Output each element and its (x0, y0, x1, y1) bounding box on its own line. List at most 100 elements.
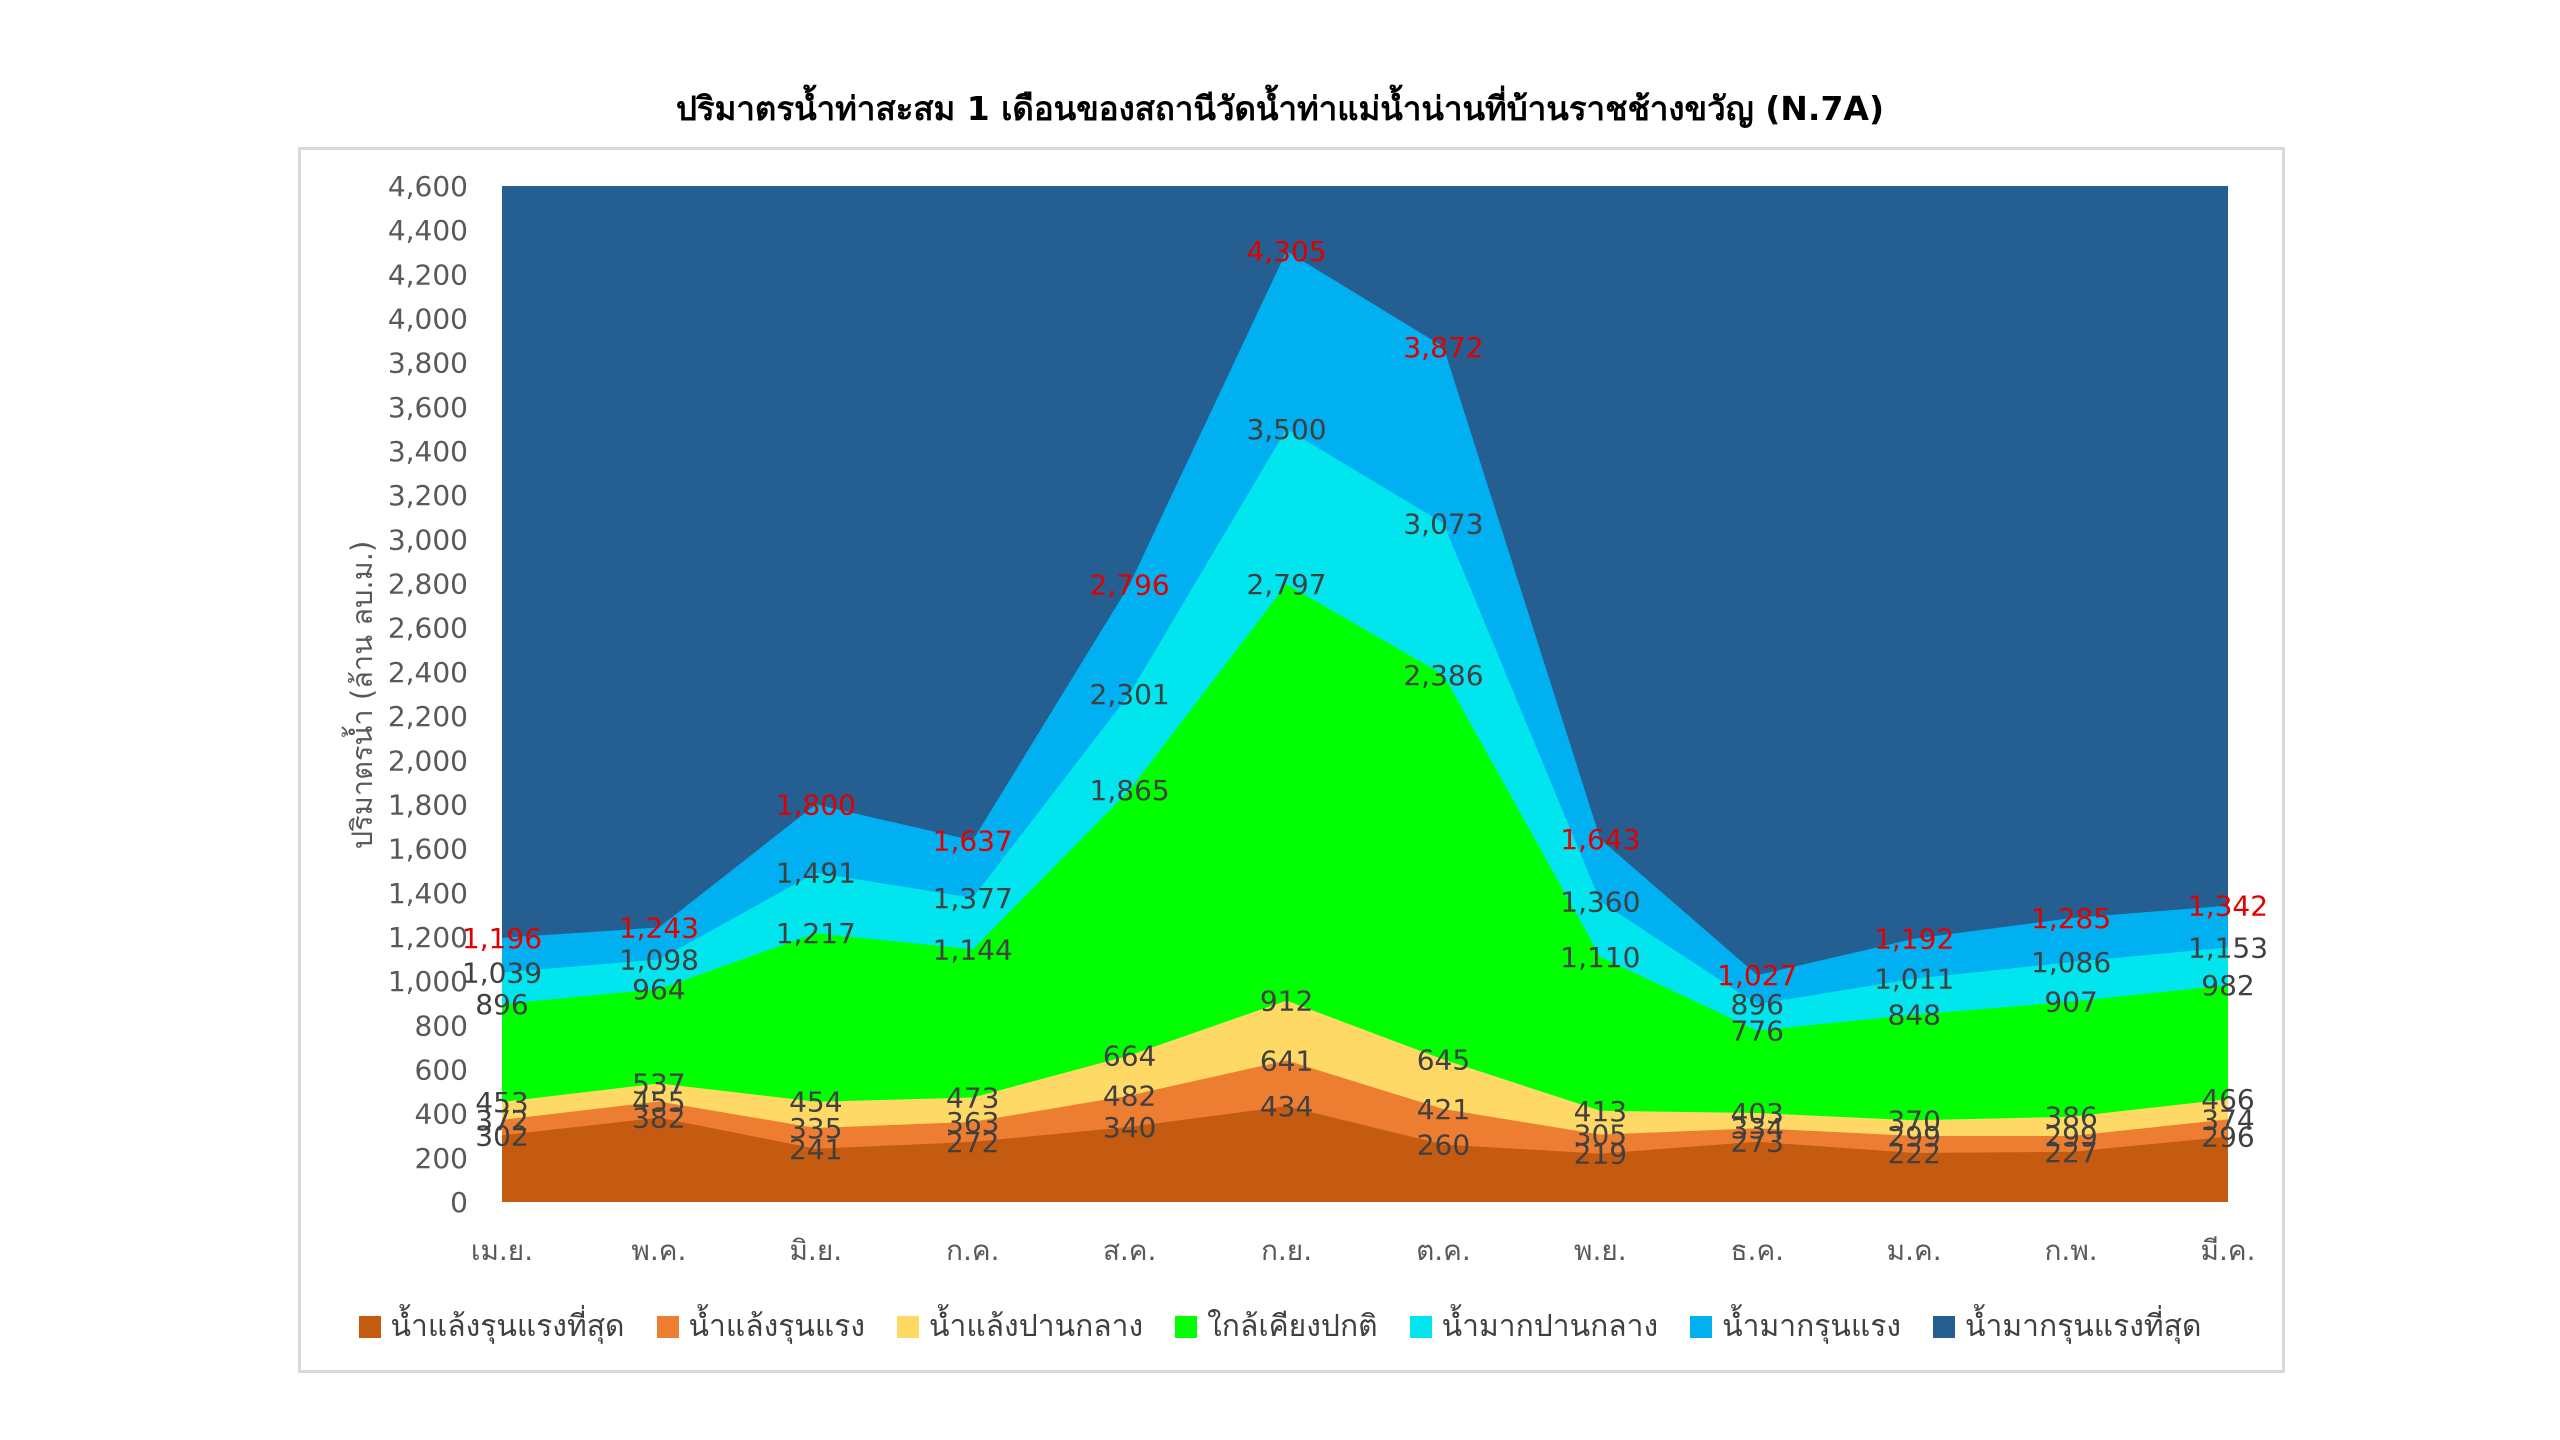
data-label: 296 (2201, 1121, 2254, 1154)
data-label: 413 (1574, 1095, 1627, 1128)
data-label: 537 (632, 1067, 685, 1100)
x-tick-label: ส.ค. (1103, 1234, 1157, 1267)
data-label: 374 (2201, 1103, 2254, 1136)
area-layer (502, 186, 2228, 1203)
legend-swatch (1409, 1315, 1432, 1338)
data-label: 273 (1731, 1126, 1784, 1159)
data-label: 434 (1260, 1090, 1313, 1123)
x-tick-label: มิ.ย. (789, 1234, 842, 1267)
y-tick-label: 2,600 (388, 612, 468, 645)
data-label: 305 (1574, 1119, 1627, 1152)
data-label: 1,217 (776, 917, 856, 950)
data-label: 896 (1731, 988, 1784, 1021)
data-label: 272 (946, 1126, 999, 1159)
data-label: 340 (1103, 1111, 1156, 1144)
y-tick-label: 1,600 (388, 833, 468, 866)
y-tick-labels: 0 200 400 600 800 1,000 1,200 1,400 1,600 1,800 2,… (388, 170, 468, 1219)
legend-item: น้ำมากรุนแรงที่สุด (1933, 1303, 2201, 1350)
data-label: 2,796 (1090, 568, 1170, 601)
data-label: 219 (1574, 1138, 1627, 1171)
y-tick-label: 3,600 (388, 391, 468, 424)
data-label: 3,872 (1403, 331, 1483, 364)
legend: น้ำแล้งรุนแรงที่สุด น้ำแล้งรุนแรง น้ำแล้งป… (0, 1303, 2560, 1350)
y-tick-label: 1,800 (388, 788, 468, 821)
legend-swatch (656, 1315, 679, 1338)
y-tick-label: 2,000 (388, 744, 468, 777)
y-tick-label: 2,400 (388, 656, 468, 689)
data-label: 4,305 (1246, 235, 1326, 268)
data-label: 1,196 (462, 922, 542, 955)
area-series-3 (502, 584, 2228, 1202)
legend-label: น้ำแล้งรุนแรงที่สุด (390, 1309, 625, 1344)
data-label: 382 (632, 1102, 685, 1135)
legend-label: น้ำมากรุนแรงที่สุด (1965, 1309, 2202, 1344)
y-tick-label: 3,800 (388, 347, 468, 380)
data-label: 664 (1103, 1039, 1156, 1072)
x-tick-label: ธ.ค. (1730, 1234, 1784, 1267)
data-label: 453 (475, 1086, 528, 1119)
data-label: 776 (1731, 1015, 1784, 1048)
data-label: 482 (1103, 1080, 1156, 1113)
data-label: 1,192 (1874, 923, 1954, 956)
legend-swatch (358, 1315, 381, 1338)
y-tick-label: 200 (415, 1142, 468, 1175)
data-label: 302 (475, 1119, 528, 1152)
legend-item: น้ำแล้งปานกลาง (896, 1303, 1143, 1350)
y-tick-label: 3,400 (388, 435, 468, 468)
data-label: 260 (1417, 1129, 1470, 1162)
legend-label: น้ำมากปานกลาง (1441, 1309, 1659, 1344)
x-tick-label: เม.ย. (471, 1234, 533, 1267)
data-label: 848 (1887, 999, 1940, 1032)
data-label: 1,086 (2031, 946, 2111, 979)
y-tick-label: 2,200 (388, 700, 468, 733)
data-label: 299 (2044, 1120, 2097, 1153)
data-label: 466 (2201, 1083, 2254, 1116)
data-label: 299 (1887, 1120, 1940, 1153)
x-tick-label: ก.พ. (2044, 1234, 2097, 1267)
data-label: 982 (2201, 969, 2254, 1002)
data-label: 1,243 (619, 911, 699, 944)
data-label: 1,637 (933, 824, 1013, 857)
data-label: 1,027 (1717, 959, 1797, 992)
data-label: 2,797 (1246, 568, 1326, 601)
data-label: 1,011 (1874, 963, 1954, 996)
data-label: 896 (475, 988, 528, 1021)
legend-item: ใกล้เคียงปกติ (1175, 1303, 1378, 1350)
data-label: 641 (1260, 1044, 1313, 1077)
y-tick-label: 400 (415, 1098, 468, 1131)
data-label: 334 (1731, 1112, 1784, 1145)
legend-swatch (896, 1315, 919, 1338)
data-label: 1,360 (1560, 886, 1640, 919)
chart-title: ปริมาตรน้ำท่าสะสม 1 เดือนของสถานีวัดน้ำท… (675, 89, 1885, 128)
x-tick-label: มี.ค. (2201, 1234, 2256, 1267)
data-label: 1,800 (776, 788, 856, 821)
legend-label: ใกล้เคียงปกติ (1207, 1309, 1378, 1344)
data-label: 372 (475, 1104, 528, 1137)
legend-label: น้ำแล้งรุนแรง (688, 1309, 865, 1344)
x-tick-label: ก.ค. (946, 1234, 999, 1267)
data-label: 1,153 (2188, 931, 2268, 964)
data-label: 363 (946, 1106, 999, 1139)
x-tick-label: ก.ย. (1261, 1234, 1312, 1267)
data-label: 645 (1417, 1044, 1470, 1077)
data-label: 907 (2044, 986, 2097, 1019)
data-label: 421 (1417, 1093, 1470, 1126)
data-label: 912 (1260, 985, 1313, 1018)
legend-swatch (1690, 1315, 1713, 1338)
legend-item: น้ำมากปานกลาง (1409, 1303, 1659, 1350)
data-label: 964 (632, 973, 685, 1006)
legend-item: น้ำแล้งรุนแรงที่สุด (358, 1303, 625, 1350)
data-label: 227 (2044, 1136, 2097, 1169)
data-label: 1,342 (2188, 890, 2268, 923)
data-label: 2,386 (1403, 659, 1483, 692)
data-label: 370 (1887, 1104, 1940, 1137)
y-tick-label: 4,400 (388, 214, 468, 247)
data-label: 1,491 (776, 857, 856, 890)
y-tick-label: 0 (450, 1186, 468, 1219)
data-label: 1,110 (1560, 941, 1640, 974)
legend-item: น้ำแล้งรุนแรง (656, 1303, 865, 1350)
legend-swatch (1933, 1315, 1956, 1338)
data-label: 473 (946, 1082, 999, 1115)
